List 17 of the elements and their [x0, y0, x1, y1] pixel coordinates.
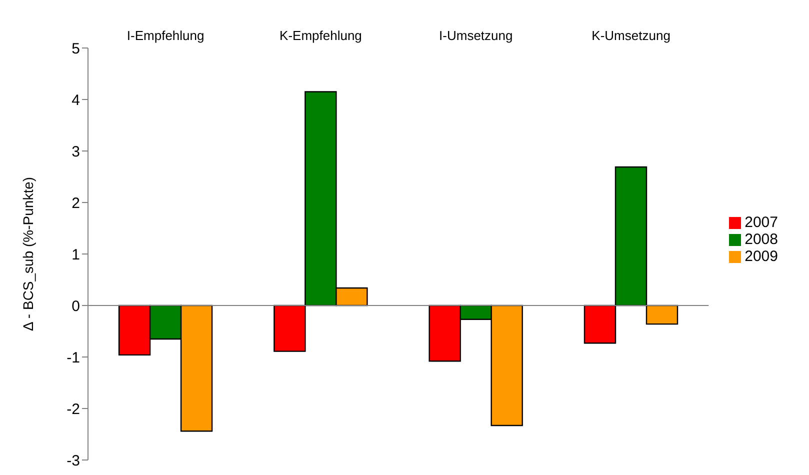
y-tick-label: -3 [66, 452, 80, 470]
y-tick-label: 1 [72, 246, 80, 264]
y-tick-label: 0 [72, 298, 80, 315]
x-tick-label: K-Umsetzung [592, 28, 670, 43]
legend-label: 2008 [744, 230, 778, 248]
x-tick-label: I-Empfehlung [126, 28, 204, 43]
y-tick-label: 2 [72, 194, 80, 212]
x-tick-label: I-Umsetzung [439, 28, 513, 43]
y-axis-title: Δ - BCS_sub (%-Punkte) [20, 176, 36, 332]
y-tick-label: 4 [72, 92, 80, 109]
legend-label: 2007 [744, 214, 778, 230]
legend-label: 2009 [744, 248, 778, 264]
y-tick-label: 5 [72, 40, 80, 58]
y-tick-label: -1 [66, 349, 80, 366]
x-tick-label: K-Empfehlung [280, 28, 362, 43]
y-tick-label: -2 [66, 400, 80, 418]
y-tick-label: 3 [72, 143, 80, 160]
